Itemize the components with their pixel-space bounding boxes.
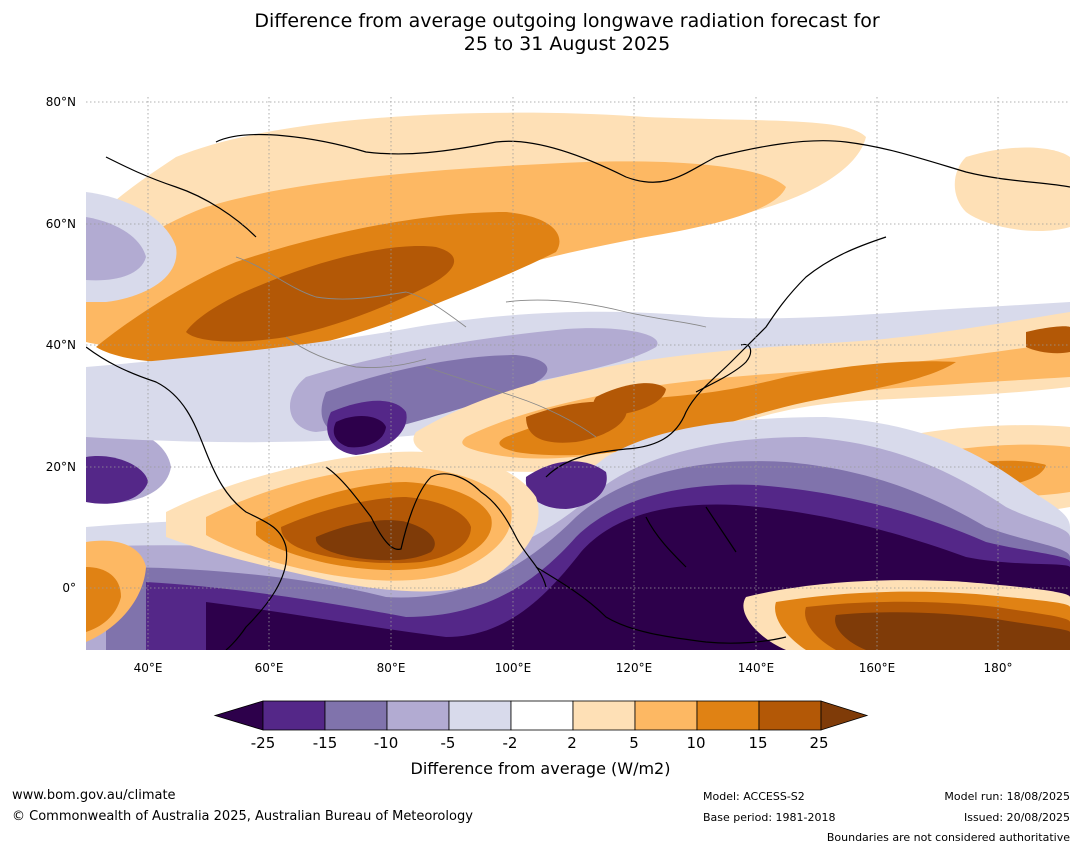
colorbar-bin <box>758 700 822 731</box>
map-title: Difference from average outgoing longwav… <box>0 10 1081 56</box>
lon-label-120e: 120°E <box>615 661 653 675</box>
colorbar-bin <box>324 700 388 731</box>
lon-label-80e: 80°E <box>376 661 406 675</box>
colorbar-label: Difference from average (W/m2) <box>410 759 671 778</box>
colorbar-tick: 25 <box>809 734 829 752</box>
colorbar-tick: 15 <box>748 734 768 752</box>
lat-label-60n: 60°N <box>45 217 76 231</box>
footer-copyright: © Commonwealth of Australia 2025, Austra… <box>12 809 473 824</box>
olr-anomaly-map <box>86 97 1070 650</box>
positive-anomaly-north-asia <box>86 112 1070 363</box>
footer-model-run: Model run: 18/08/2025 <box>944 790 1070 803</box>
colorbar-tick: -25 <box>250 734 276 752</box>
colorbar-tick: 10 <box>686 734 706 752</box>
colorbar-bin <box>386 700 450 731</box>
colorbar-bin <box>572 700 636 731</box>
lat-label-80n: 80°N <box>45 95 76 109</box>
coastlines <box>86 134 1070 650</box>
map-title-line-1: Difference from average outgoing longwav… <box>254 10 880 32</box>
lon-label-160e: 160°E <box>858 661 896 675</box>
colorbar-bin <box>510 700 574 731</box>
lat-label-40n: 40°N <box>45 338 76 352</box>
negative-anomaly-band <box>86 302 1070 455</box>
lat-label-0: 0° <box>62 581 76 595</box>
colorbar-tick: -2 <box>502 734 518 752</box>
lon-label-40e: 40°E <box>133 661 163 675</box>
positive-anomaly-sw-pacific <box>743 580 1070 650</box>
colorbar-extend-min <box>213 700 264 731</box>
negative-anomaly-west <box>86 192 177 504</box>
lon-label-180: 180° <box>983 661 1013 675</box>
colorbar-bin <box>448 700 512 731</box>
colorbar-swatches <box>213 700 869 731</box>
positive-anomaly-indian-ocean <box>86 451 539 642</box>
footer-website: www.bom.gov.au/climate <box>12 788 176 803</box>
graticule <box>86 97 1070 650</box>
footer-issued: Issued: 20/08/2025 <box>963 811 1070 824</box>
colorbar-tick: -15 <box>312 734 338 752</box>
footer-model: Model: ACCESS-S2 <box>703 790 805 803</box>
colorbar-tick: 2 <box>567 734 577 752</box>
boundaries <box>235 256 707 438</box>
footer-base-period: Base period: 1981-2018 <box>703 811 836 824</box>
lon-label-100e: 100°E <box>494 661 532 675</box>
footer-disclaimer: Boundaries are not considered authoritat… <box>826 831 1070 844</box>
colorbar-bin <box>696 700 760 731</box>
colorbar-tick: 5 <box>629 734 639 752</box>
lat-label-20n: 20°N <box>45 460 76 474</box>
colorbar-tick: -10 <box>373 734 399 752</box>
colorbar-bin <box>634 700 698 731</box>
lon-label-140e: 140°E <box>737 661 775 675</box>
colorbar-tick: -5 <box>440 734 456 752</box>
colorbar-extend-max <box>820 700 869 731</box>
map-title-line-2: 25 to 31 August 2025 <box>463 33 671 55</box>
map-canvas <box>86 97 1070 650</box>
positive-anomaly-east-asia <box>413 312 1070 472</box>
lon-label-60e: 60°E <box>254 661 284 675</box>
colorbar-bin <box>262 700 326 731</box>
